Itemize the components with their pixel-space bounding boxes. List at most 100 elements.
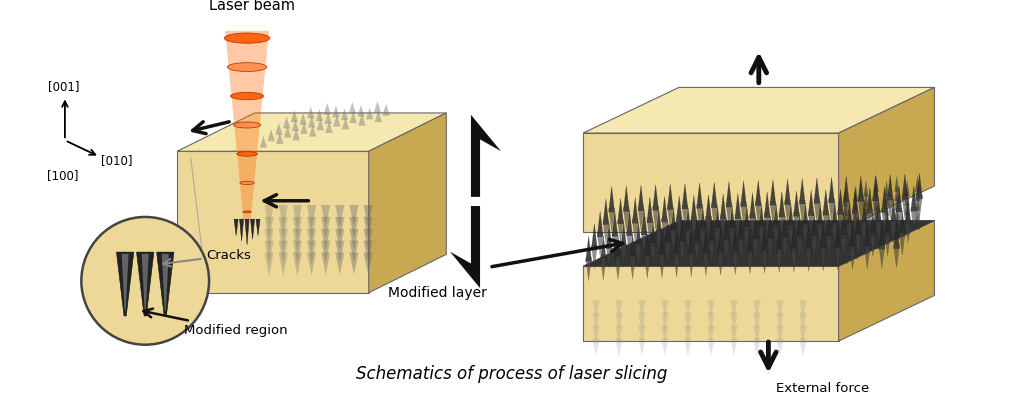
Polygon shape — [615, 235, 621, 260]
Polygon shape — [803, 224, 808, 247]
Polygon shape — [800, 200, 805, 223]
Polygon shape — [586, 236, 592, 261]
Polygon shape — [632, 219, 638, 243]
Polygon shape — [843, 199, 848, 216]
Polygon shape — [885, 233, 891, 256]
Polygon shape — [279, 217, 288, 241]
Polygon shape — [800, 325, 807, 344]
Polygon shape — [684, 313, 691, 331]
Polygon shape — [732, 252, 738, 275]
Polygon shape — [914, 175, 920, 192]
Polygon shape — [823, 211, 828, 234]
Polygon shape — [905, 198, 911, 224]
Text: Modified region: Modified region — [143, 308, 287, 337]
Polygon shape — [309, 125, 316, 137]
Ellipse shape — [227, 63, 267, 71]
Polygon shape — [682, 205, 688, 228]
Polygon shape — [850, 246, 855, 270]
Polygon shape — [685, 208, 691, 233]
Polygon shape — [811, 236, 817, 259]
Polygon shape — [729, 206, 735, 231]
Polygon shape — [592, 313, 600, 331]
Text: [001]: [001] — [48, 80, 80, 93]
Polygon shape — [759, 226, 764, 249]
Polygon shape — [715, 206, 721, 232]
Polygon shape — [891, 220, 896, 244]
Polygon shape — [307, 229, 316, 252]
Polygon shape — [611, 232, 617, 256]
Polygon shape — [784, 201, 791, 224]
Polygon shape — [885, 211, 891, 237]
Polygon shape — [904, 180, 909, 196]
Polygon shape — [349, 241, 358, 263]
Polygon shape — [322, 229, 331, 252]
Polygon shape — [299, 113, 307, 125]
Polygon shape — [767, 238, 773, 261]
Polygon shape — [617, 220, 624, 243]
Polygon shape — [702, 231, 709, 257]
Polygon shape — [863, 237, 868, 254]
Polygon shape — [841, 235, 847, 258]
Polygon shape — [662, 338, 669, 356]
Polygon shape — [873, 204, 879, 220]
Polygon shape — [177, 151, 369, 293]
Polygon shape — [708, 338, 715, 356]
Polygon shape — [708, 300, 715, 318]
Polygon shape — [712, 182, 717, 208]
Text: Modified layer: Modified layer — [388, 286, 486, 300]
Ellipse shape — [224, 33, 270, 43]
Polygon shape — [267, 130, 274, 141]
Polygon shape — [621, 222, 627, 248]
Polygon shape — [636, 244, 641, 267]
Polygon shape — [157, 252, 174, 316]
Polygon shape — [685, 229, 691, 252]
Polygon shape — [904, 199, 909, 215]
Polygon shape — [358, 114, 366, 126]
Polygon shape — [662, 196, 668, 222]
Polygon shape — [806, 227, 812, 252]
Polygon shape — [307, 205, 316, 228]
Polygon shape — [773, 226, 779, 248]
Polygon shape — [820, 248, 826, 271]
Polygon shape — [251, 219, 255, 239]
Polygon shape — [659, 233, 665, 259]
Polygon shape — [914, 213, 920, 229]
Polygon shape — [759, 205, 764, 230]
Polygon shape — [662, 313, 669, 331]
Polygon shape — [630, 256, 636, 279]
Polygon shape — [712, 204, 717, 227]
Polygon shape — [884, 190, 889, 206]
Polygon shape — [283, 117, 290, 128]
Polygon shape — [797, 237, 803, 260]
Polygon shape — [293, 229, 302, 252]
Polygon shape — [349, 111, 357, 123]
Polygon shape — [592, 245, 597, 269]
Polygon shape — [828, 199, 835, 222]
Polygon shape — [650, 221, 656, 247]
Polygon shape — [873, 233, 879, 249]
Polygon shape — [843, 218, 848, 235]
Polygon shape — [333, 115, 340, 127]
Ellipse shape — [243, 211, 251, 213]
Polygon shape — [863, 190, 868, 206]
Polygon shape — [694, 219, 700, 245]
Polygon shape — [706, 216, 712, 239]
Polygon shape — [668, 184, 673, 210]
Polygon shape — [641, 231, 647, 254]
Polygon shape — [364, 229, 373, 250]
Polygon shape — [884, 218, 889, 235]
Polygon shape — [726, 182, 732, 207]
Polygon shape — [696, 205, 702, 228]
Polygon shape — [600, 235, 606, 261]
Polygon shape — [647, 197, 653, 222]
Polygon shape — [746, 229, 753, 255]
Polygon shape — [293, 217, 302, 241]
Polygon shape — [624, 208, 630, 231]
Polygon shape — [275, 123, 283, 135]
Polygon shape — [794, 191, 800, 216]
Polygon shape — [349, 102, 356, 114]
Polygon shape — [307, 252, 316, 276]
Polygon shape — [863, 209, 868, 225]
Polygon shape — [364, 217, 373, 238]
Polygon shape — [887, 175, 893, 200]
